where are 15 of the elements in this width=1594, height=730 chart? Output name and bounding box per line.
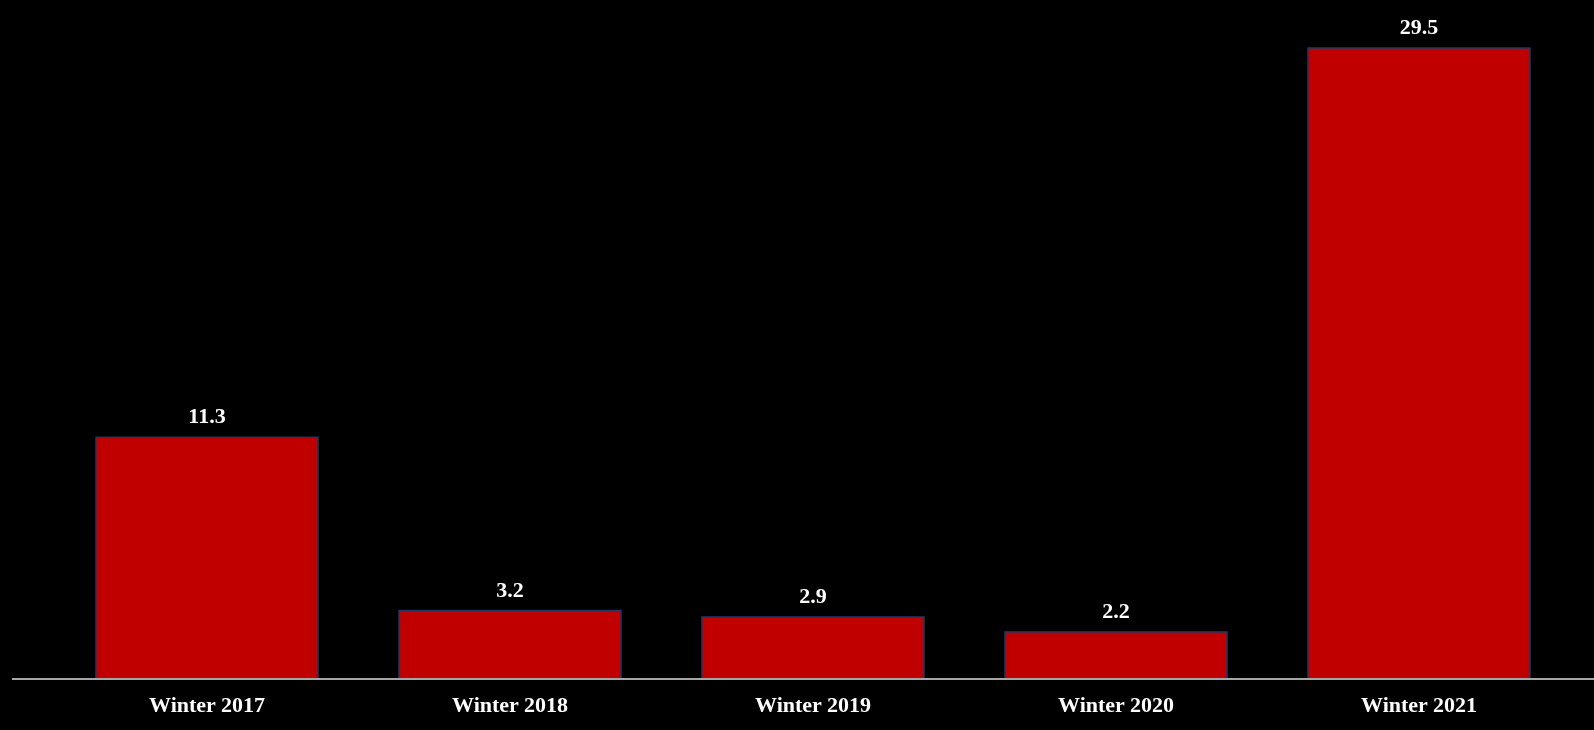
- bar: [701, 616, 925, 680]
- bar: [398, 609, 622, 680]
- bar: [1004, 631, 1228, 680]
- x-tick-label: Winter 2021: [1361, 692, 1477, 717]
- x-tick-label: Winter 2019: [755, 692, 871, 717]
- data-label: 3.2: [496, 576, 524, 602]
- x-tick-label: Winter 2020: [1058, 692, 1174, 717]
- data-label: 2.2: [1102, 597, 1130, 623]
- x-tick-label: Winter 2017: [149, 692, 265, 717]
- bar: [1307, 47, 1531, 680]
- data-label: 29.5: [1399, 14, 1439, 39]
- data-label: 11.3: [188, 403, 226, 429]
- bar: [95, 436, 319, 680]
- data-label: 2.9: [799, 582, 827, 608]
- x-tick-label: Winter 2018: [452, 692, 568, 717]
